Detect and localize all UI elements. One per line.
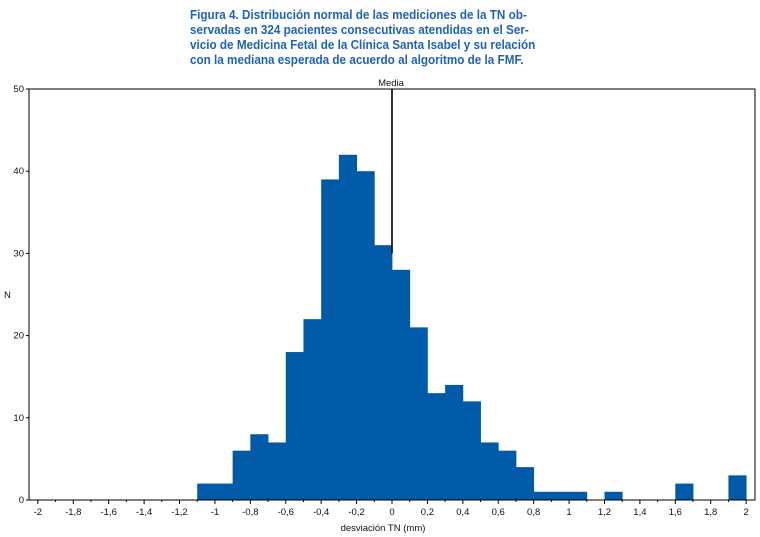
median-reference-label: Media: [378, 78, 405, 89]
figure-caption: Figura 4. Distribución normal de las med…: [190, 7, 536, 67]
x-axis-label: desviación TN (mm): [341, 523, 426, 534]
histogram-bar: [268, 442, 287, 500]
x-tick-label: -1,8: [65, 507, 81, 518]
histogram-bar: [356, 171, 375, 500]
y-axis-label: N: [4, 290, 11, 301]
x-tick-label: 1,4: [633, 507, 646, 518]
histogram-bar: [392, 269, 411, 500]
histogram-bar: [214, 483, 234, 500]
histogram-bar: [409, 327, 428, 500]
x-tick-label: -1: [211, 507, 219, 518]
histogram-bar: [321, 179, 340, 501]
histogram-bar: [303, 319, 322, 500]
x-tick-label: -0,8: [242, 507, 258, 518]
y-tick-label: 30: [13, 248, 24, 259]
x-tick-label: 1,8: [704, 507, 717, 518]
x-axis: -2 -1,8 -1,6 -1,4 -1,2 -1 -0,8 -0,6 -0,4 -0,2 0 0,2…: [34, 500, 749, 518]
x-tick-label: 1: [566, 507, 571, 518]
histogram-bar: [462, 401, 481, 500]
x-tick-label: -1,2: [171, 507, 187, 518]
x-tick-label: -1,6: [100, 507, 116, 518]
histogram-bar: [498, 450, 517, 500]
y-tick-label: 10: [13, 413, 24, 424]
histogram-bar: [728, 475, 747, 500]
histogram-bar: [515, 467, 535, 500]
histogram-bar: [427, 393, 446, 500]
histogram-bar: [675, 483, 694, 500]
x-tick-label: 0,2: [421, 507, 434, 518]
x-tick-label: 0,8: [527, 507, 540, 518]
caption-line: vicio de Medicina Fetal de la Clínica Sa…: [190, 37, 536, 52]
histogram-bar: [551, 491, 570, 500]
histogram-bar: [445, 384, 464, 500]
y-tick-label: 20: [13, 331, 24, 342]
histogram-bar: [232, 450, 251, 500]
histogram-bar: [285, 352, 304, 500]
histogram-bar: [338, 154, 357, 500]
x-tick-label: 0,6: [492, 507, 505, 518]
y-tick-label: 0: [19, 495, 24, 506]
histogram-bar: [197, 483, 216, 500]
y-tick-label: 50: [13, 84, 24, 95]
caption-line: servadas en 324 pacientes consecutivas a…: [190, 22, 529, 37]
x-tick-label: 0: [389, 507, 394, 518]
x-tick-label: -0,6: [278, 507, 294, 518]
histogram-bar: [374, 245, 393, 500]
caption-line: con la mediana esperada de acuerdo al al…: [190, 52, 524, 67]
reference-line-group: Media: [378, 78, 405, 254]
histogram-bar: [569, 491, 588, 500]
bars-group: [197, 154, 747, 501]
x-tick-label: -2: [34, 507, 42, 518]
y-tick-label: 40: [13, 166, 24, 177]
x-tick-label: 1,6: [669, 507, 682, 518]
histogram-bar: [480, 442, 499, 500]
histogram-bar: [604, 491, 623, 500]
x-tick-label: 2: [743, 507, 748, 518]
x-tick-label: -0,4: [313, 507, 329, 518]
histogram-bar: [533, 491, 552, 500]
caption-line: Figura 4. Distribución normal de las med…: [190, 7, 527, 22]
x-tick-label: 1,2: [598, 507, 611, 518]
histogram-bar: [250, 434, 269, 500]
x-tick-label: 0,4: [456, 507, 469, 518]
y-axis: 0 10 20 30 40 50: [13, 84, 29, 506]
x-tick-label: -0,2: [348, 507, 364, 518]
x-tick-label: -1,4: [136, 507, 152, 518]
